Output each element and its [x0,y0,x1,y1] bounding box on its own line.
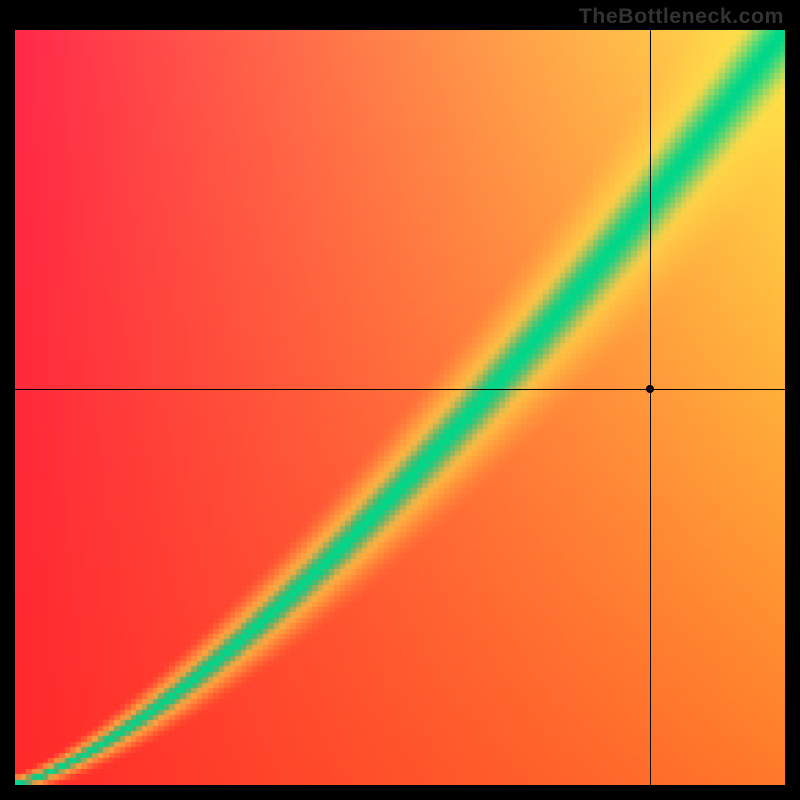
bottleneck-heatmap [15,30,785,785]
crosshair-marker [646,385,654,393]
watermark-text: TheBottleneck.com [579,4,784,29]
crosshair-horizontal [15,389,785,390]
crosshair-vertical [650,30,651,785]
heatmap-canvas [15,30,785,785]
